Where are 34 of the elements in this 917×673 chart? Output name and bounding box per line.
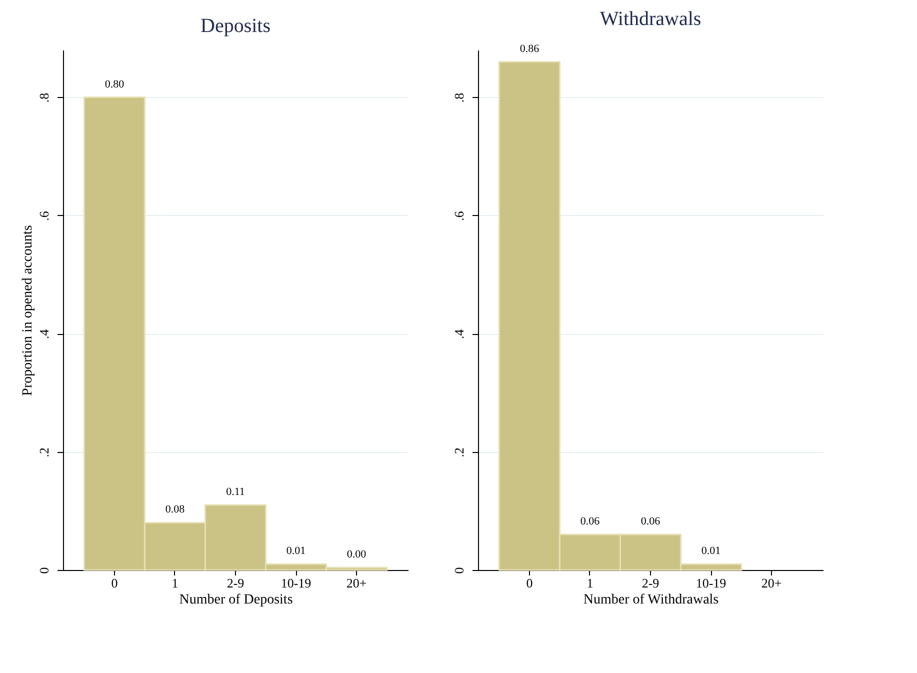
data-label: 0.01	[701, 545, 721, 558]
y-axis-title: Proportion in opened accounts	[20, 225, 36, 396]
data-label: 0.00	[346, 548, 367, 561]
y-tick-label: .4	[36, 328, 52, 340]
data-label: 0.08	[165, 504, 186, 516]
x-tick-label: 20+	[346, 576, 367, 590]
x-tick-label: 1	[586, 576, 594, 590]
data-label: 0.06	[640, 516, 661, 528]
x-tick-label: 10-19	[696, 576, 726, 590]
y-tick-label: .8	[452, 92, 466, 103]
y-tick-label: 0	[36, 567, 52, 574]
data-label: 0.11	[226, 486, 245, 498]
data-label: 0.86	[520, 42, 540, 55]
x-tick-label: 0	[111, 576, 118, 590]
x-tick-label: 20+	[761, 576, 782, 590]
data-label: 0.01	[286, 545, 306, 558]
chart-title: Withdrawals	[600, 8, 702, 30]
data-label: 0.80	[104, 78, 125, 90]
y-tick-label: .6	[452, 210, 466, 221]
y-tick-label: .4	[452, 328, 466, 340]
data-label: 0.06	[580, 516, 600, 528]
x-tick-label: 10-19	[280, 576, 312, 590]
y-tick-label: .6	[36, 210, 52, 221]
y-tick-label: .2	[452, 447, 466, 458]
x-tick-label: 2-9	[226, 576, 244, 590]
y-tick-label: .8	[36, 92, 52, 103]
x-tick-label: 1	[172, 576, 178, 590]
chart-title: Deposits	[200, 15, 271, 37]
x-tick-label: 2-9	[642, 576, 660, 590]
x-axis-title: Number of Deposits	[179, 592, 293, 608]
y-tick-label: 0	[452, 567, 466, 574]
x-axis-title: Number of Withdrawals	[583, 592, 719, 608]
x-tick-label: 0	[526, 576, 533, 590]
y-tick-label: .2	[36, 447, 52, 458]
